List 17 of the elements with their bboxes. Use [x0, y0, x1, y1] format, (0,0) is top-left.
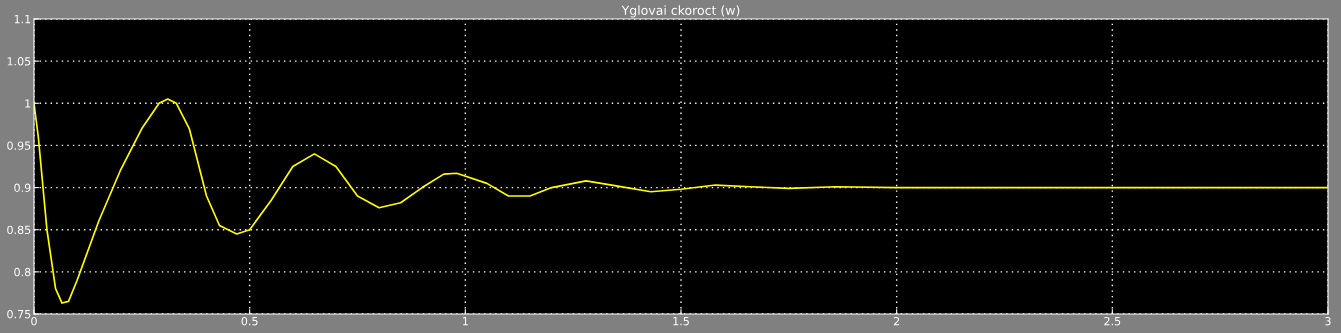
y-tick-label: 0.85 — [7, 225, 31, 235]
x-tick-label: 2.5 — [1104, 316, 1121, 326]
x-tick-label: 3 — [1325, 316, 1331, 326]
x-tick-label: 0.5 — [241, 316, 258, 326]
y-tick-label: 0.9 — [14, 183, 31, 192]
y-tick-label: 1.1 — [14, 15, 31, 24]
x-tick-label: 2 — [893, 316, 900, 326]
x-tick-label: 0 — [31, 316, 37, 326]
x-tick-label: 1.5 — [673, 317, 689, 326]
y-tick-label: 1.05 — [7, 57, 31, 66]
line-series — [34, 98, 1328, 304]
x-tick-label: 1 — [463, 317, 468, 326]
y-tick-label: 0.8 — [14, 267, 31, 277]
y-tick-label: 0.95 — [7, 141, 31, 150]
y-tick-label: 0.75 — [7, 309, 31, 319]
chart-title: Yglovai ckoroct (w) — [621, 5, 740, 18]
y-tick-label: 1 — [25, 99, 31, 108]
